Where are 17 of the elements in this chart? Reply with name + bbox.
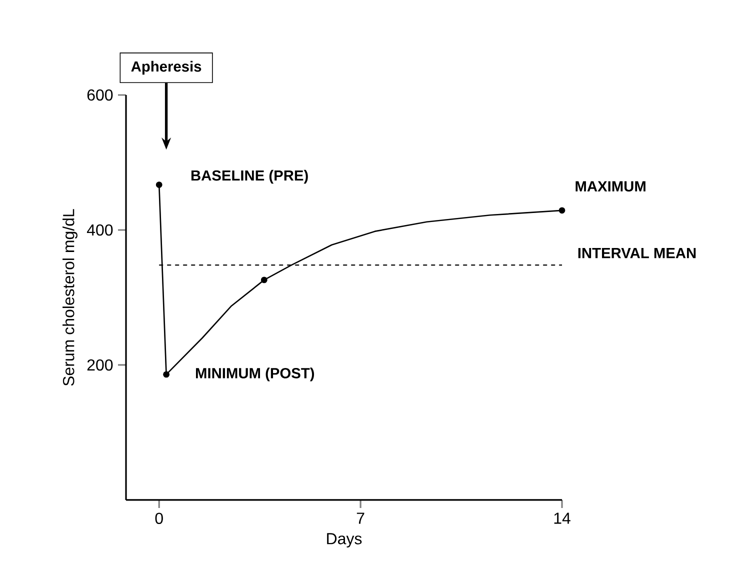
annotation: MAXIMUM (576, 181, 646, 192)
point (260, 276, 268, 284)
point (156, 182, 162, 188)
x-axis-title: Days (327, 533, 362, 548)
y-tick-label: 200 (87, 359, 113, 371)
x-tick-label: 0 (155, 512, 163, 524)
x-tick-label: 7 (356, 512, 364, 524)
annotation: MINIMUM (POST) (196, 368, 314, 382)
x-tick-label: 14 (554, 512, 570, 524)
y-tick-label: 400 (86, 224, 113, 236)
y-axis-title: Serum cholesterol mg/dL (62, 209, 78, 386)
text: Apheresis (131, 60, 202, 75)
annotation: BASELINE (PRE) (191, 170, 308, 184)
ref-line-label: INTERVAL MEAN (578, 248, 696, 258)
point (163, 371, 170, 378)
y-tick-label: 600 (87, 89, 113, 101)
point (558, 207, 566, 214)
